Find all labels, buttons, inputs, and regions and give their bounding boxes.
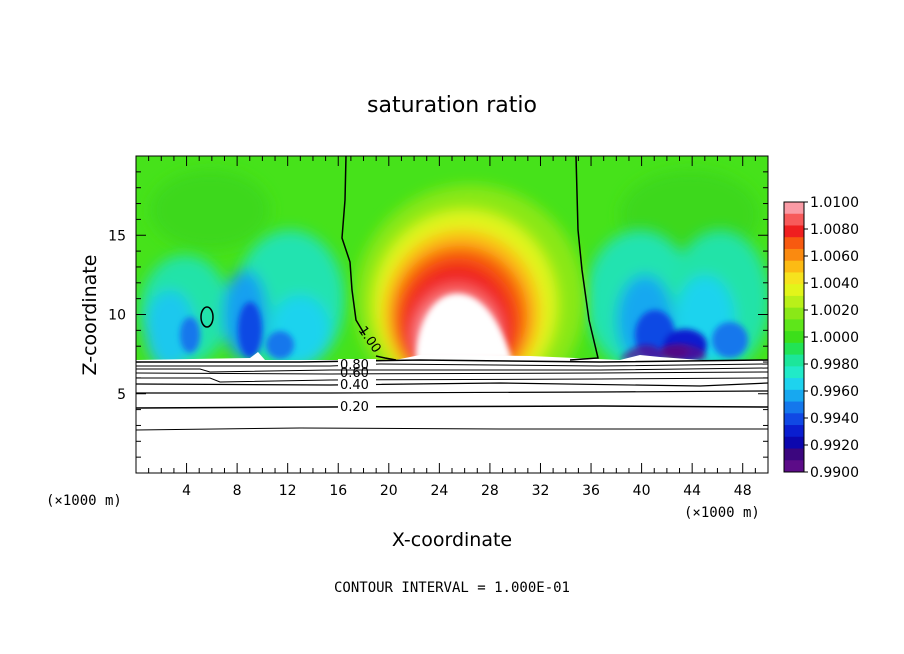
chart-title: saturation ratio (367, 93, 537, 118)
colorbar: 1.0100 1.0080 1.0060 1.0040 1.0020 1.0000 0.99… (784, 195, 859, 481)
contour-lines (136, 156, 768, 431)
colorbar-label: 1.0040 (810, 276, 859, 292)
y-tick-label: 15 (108, 228, 126, 244)
contour-interval-note: CONTOUR INTERVAL = 1.000E-01 (334, 580, 570, 596)
colorbar-label: 1.0100 (810, 195, 859, 211)
colorbar-label: 0.9940 (810, 411, 859, 427)
colorbar-label: 1.0020 (810, 303, 859, 319)
colorbar-swatch (784, 389, 804, 403)
contour-label-0.20: 0.20 (340, 400, 369, 415)
colorbar-swatch (784, 460, 804, 473)
colorbar-swatch (784, 237, 804, 250)
x-tick-label: 44 (683, 483, 701, 499)
colorbar-swatch (784, 295, 804, 309)
contour-label-0.40: 0.40 (340, 378, 369, 393)
x-tick-label: 32 (532, 483, 550, 499)
x-tick-label: 36 (582, 483, 600, 499)
y-axis-label: Z-coordinate (79, 255, 101, 376)
colorbar-swatch (784, 413, 804, 426)
colorbar-swatch (784, 284, 804, 297)
colorbar-swatch (784, 354, 804, 367)
colorbar-swatch (784, 366, 804, 379)
colorbar-swatch (784, 319, 804, 332)
x-tick-label: 24 (430, 483, 448, 499)
colorbar-label: 0.9900 (810, 465, 859, 481)
colorbar-swatch (784, 378, 804, 391)
x-tick-label: 8 (233, 483, 242, 499)
colorbar-swatch (784, 448, 804, 461)
colorbar-frame (783, 201, 805, 473)
y-tick-label: 5 (117, 387, 126, 403)
colorbar-swatch (784, 272, 804, 285)
colorbar-swatch (784, 260, 804, 273)
colorbar-swatch (784, 401, 804, 414)
x-tick-label: 28 (481, 483, 499, 499)
colorbar-swatch (784, 436, 804, 450)
colorbar-label: 0.9920 (810, 438, 859, 454)
y-tick-label: 10 (108, 308, 126, 324)
x-axis-label: X-coordinate (392, 529, 512, 551)
x-tick-label: 20 (380, 483, 398, 499)
colorbar-swatch (784, 213, 804, 226)
contour-label-0.80: 0.80 (340, 358, 369, 373)
colorbar-label: 1.0060 (810, 249, 859, 265)
colorbar-swatch (784, 342, 804, 356)
saturation-field (136, 156, 768, 473)
contour-label-0.60: 0.60 (340, 366, 369, 381)
colorbar-swatch (784, 331, 804, 344)
colorbar-swatch (784, 202, 804, 215)
colorbar-label: 1.0080 (810, 222, 859, 238)
x-tick-label: 48 (734, 483, 752, 499)
colorbar-swatch (784, 307, 804, 320)
colorbar-label: 0.9980 (810, 357, 859, 373)
x-axis-unit: (×1000 m) (684, 505, 760, 521)
colorbar-swatch (784, 425, 804, 438)
y-axis-unit: (×1000 m) (46, 493, 122, 509)
colorbar-swatch (784, 248, 804, 262)
colorbar-label: 1.0000 (810, 330, 859, 346)
x-tick-label: 4 (182, 483, 191, 499)
colorbar-label: 0.9960 (810, 384, 859, 400)
colorbar-swatch (784, 225, 804, 238)
x-tick-label: 40 (633, 483, 651, 499)
x-tick-label: 12 (279, 483, 297, 499)
x-tick-label: 16 (329, 483, 347, 499)
